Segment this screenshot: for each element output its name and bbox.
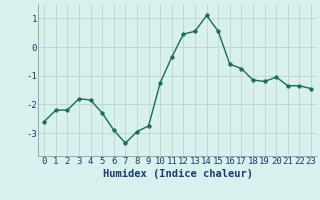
X-axis label: Humidex (Indice chaleur): Humidex (Indice chaleur) <box>103 169 252 179</box>
